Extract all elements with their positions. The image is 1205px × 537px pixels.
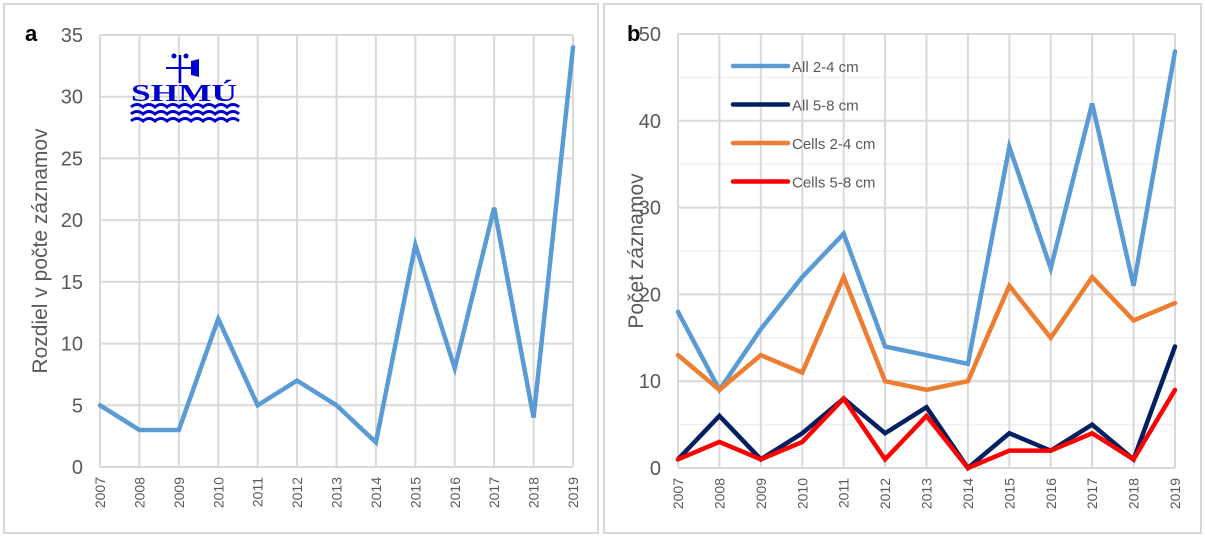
vane-icon <box>183 53 189 59</box>
y-tick-label: 25 <box>61 148 83 170</box>
x-tick-label: 2015 <box>407 477 423 508</box>
x-tick-label: 2012 <box>289 477 305 508</box>
panel-label: b <box>627 21 640 46</box>
y-tick-label: 0 <box>72 457 83 479</box>
y-tick-label: 15 <box>61 272 83 294</box>
y-tick-label: 30 <box>61 87 83 109</box>
y-tick-label: 20 <box>61 210 83 232</box>
x-tick-label: 2018 <box>1126 478 1142 509</box>
y-tick-label: 20 <box>639 284 661 306</box>
y-tick-label: 50 <box>639 24 661 46</box>
chart-a-svg: 0 5 10 15 20 25 30 35 2007 2008 2009 2010 2011 2012 20… <box>25 21 581 508</box>
y-tick-label: 10 <box>639 371 661 393</box>
x-tick-label: 2014 <box>960 478 976 509</box>
x-tick-label: 2016 <box>1043 478 1059 509</box>
y-tick-label: 30 <box>639 198 661 220</box>
panel-label: a <box>25 21 38 46</box>
legend-label: Cells 2-4 cm <box>792 136 875 153</box>
legend-label: All 5-8 cm <box>792 98 859 115</box>
x-tick-label: 2010 <box>794 478 810 509</box>
wave-icon <box>130 117 240 123</box>
x-tick-label: 2011 <box>836 478 852 508</box>
x-tick-label: 2019 <box>1167 478 1183 509</box>
legend-label: All 2-4 cm <box>792 59 859 76</box>
x-tick-label: 2017 <box>1084 478 1100 509</box>
x-tick-label: 2011 <box>250 477 266 507</box>
x-tick-label: 2008 <box>711 478 727 509</box>
x-tick-label: 2007 <box>92 477 108 508</box>
logo-text: SHMÚ <box>131 81 237 107</box>
x-tick-label: 2010 <box>210 477 226 508</box>
y-tick-label: 0 <box>650 458 661 480</box>
x-tick-label: 2012 <box>877 478 893 509</box>
x-tick-label: 2008 <box>131 477 147 508</box>
y-axis-label: Rozdiel v počte záznamov <box>29 128 52 374</box>
x-tick-label: 2009 <box>171 477 187 508</box>
shmu-logo: SHMÚ <box>130 53 240 123</box>
wave-icon <box>130 110 240 116</box>
vane-icon <box>191 59 199 77</box>
x-tick-label: 2013 <box>919 478 935 509</box>
vane-icon <box>171 53 177 59</box>
x-tick-label: 2016 <box>447 477 463 508</box>
chart-b-svg: 0 10 20 30 40 50 2007 2008 2009 2010 2011 2012 2013 2… <box>625 21 1183 509</box>
x-tick-label: 2015 <box>1001 478 1017 509</box>
chart-panel-b: 0 10 20 30 40 50 2007 2008 2009 2010 2011 2012 2013 2… <box>603 3 1202 534</box>
y-axis-label: Počet záznamov <box>625 173 648 329</box>
y-tick-label: 10 <box>61 334 83 356</box>
x-tick-label: 2014 <box>368 477 384 508</box>
y-tick-label: 40 <box>639 111 661 133</box>
x-tick-label: 2009 <box>753 478 769 509</box>
x-tick-label: 2019 <box>565 477 581 508</box>
y-tick-label: 35 <box>61 25 83 47</box>
y-tick-label: 5 <box>72 395 83 417</box>
x-tick-label: 2013 <box>329 477 345 508</box>
wave-icon <box>130 103 240 109</box>
x-tick-label: 2018 <box>526 477 542 508</box>
chart-panel-a: 0 5 10 15 20 25 30 35 2007 2008 2009 2010 2011 2012 20… <box>3 3 599 534</box>
x-tick-label: 2007 <box>670 478 686 509</box>
x-tick-label: 2017 <box>486 477 502 508</box>
legend-label: Cells 5-8 cm <box>792 175 875 192</box>
